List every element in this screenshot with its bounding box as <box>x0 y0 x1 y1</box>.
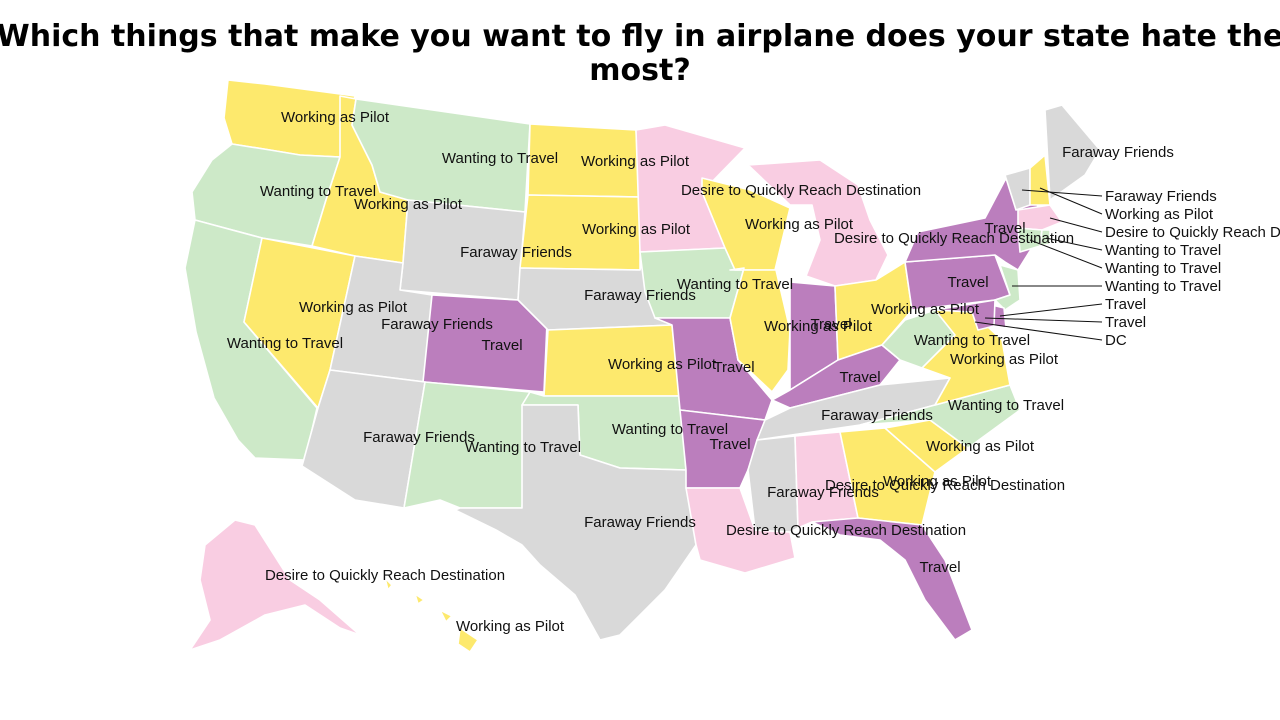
state-label-hi: Working as Pilot <box>456 618 565 635</box>
callout-line-md <box>984 317 1103 323</box>
map-title-line-2: most? <box>589 53 691 88</box>
map-title: Which things that make you want to fly i… <box>0 20 1280 88</box>
state-label-co: Travel <box>481 337 522 354</box>
state-label-mi: Desire to Quickly Reach Destination <box>834 230 1074 247</box>
callout-line-de <box>999 303 1103 317</box>
state-label-wy: Faraway Friends <box>460 244 572 261</box>
callout-label-de: Travel <box>1105 296 1146 313</box>
state-ga <box>839 427 936 526</box>
callout-line-dc <box>974 321 1103 341</box>
state-label-ny: Travel <box>984 220 1025 237</box>
state-ri <box>1039 229 1051 247</box>
state-hi <box>384 577 479 653</box>
state-ny <box>904 174 1041 271</box>
state-label-nd: Working as Pilot <box>581 153 690 170</box>
state-label-mn: Desire to Quickly Reach Destination <box>681 182 921 199</box>
callout-label-ma: Desire to Quickly Reach Destination <box>1105 224 1280 241</box>
state-label-il: Working as Pilot <box>764 318 873 335</box>
state-wy <box>399 199 526 301</box>
state-label-ms: Faraway Friends <box>767 484 879 501</box>
state-nh <box>1029 154 1051 206</box>
state-label-sc: Working as Pilot <box>926 438 1035 455</box>
state-label-ks: Working as Pilot <box>608 356 717 373</box>
state-label-ga: Working as Pilot <box>883 473 992 490</box>
state-shapes <box>184 79 1101 653</box>
state-label-oh: Working as Pilot <box>871 301 980 318</box>
state-label-tx: Faraway Friends <box>584 514 696 531</box>
state-label-ky: Travel <box>839 369 880 386</box>
state-il <box>729 267 791 393</box>
state-label-pa: Travel <box>947 274 988 291</box>
state-label-nc: Wanting to Travel <box>948 397 1064 414</box>
callout-label-md: Travel <box>1105 314 1146 331</box>
state-label-fl: Travel <box>919 559 960 576</box>
state-label-ia: Wanting to Travel <box>677 276 793 293</box>
state-label-wi: Working as Pilot <box>745 216 854 233</box>
state-label-mo: Travel <box>713 359 754 376</box>
state-label-me: Faraway Friends <box>1062 144 1174 161</box>
callout-label-ri: Wanting to Travel <box>1105 242 1221 259</box>
callout-label-nj: Wanting to Travel <box>1105 278 1221 295</box>
state-label-wa: Working as Pilot <box>281 109 390 126</box>
state-label-ok: Wanting to Travel <box>612 421 728 438</box>
callout-line-ma <box>1049 217 1103 233</box>
state-label-ak: Desire to Quickly Reach Destination <box>265 567 505 584</box>
state-label-in: Travel <box>810 316 851 333</box>
callout-label-dc: DC <box>1105 332 1127 349</box>
state-label-la: Desire to Quickly Reach Destination <box>726 522 966 539</box>
state-label-az: Faraway Friends <box>363 429 475 446</box>
callout-label-vt: Faraway Friends <box>1105 188 1217 205</box>
state-label-va: Working as Pilot <box>950 351 1059 368</box>
callout-label-nh: Working as Pilot <box>1105 206 1214 223</box>
state-me <box>1044 104 1101 201</box>
state-ak <box>189 519 361 651</box>
state-label-ut: Faraway Friends <box>381 316 493 333</box>
state-label-tn: Faraway Friends <box>821 407 933 424</box>
state-label-nv: Working as Pilot <box>299 299 408 316</box>
state-label-ar: Travel <box>709 436 750 453</box>
state-label-wv: Wanting to Travel <box>914 332 1030 349</box>
callout-leader-lines <box>974 187 1103 341</box>
map-title-line-1: Which things that make you want to fly i… <box>0 19 1280 54</box>
callout-line-ct <box>1029 239 1103 269</box>
state-tx <box>454 404 697 641</box>
callout-line-vt <box>1021 189 1103 197</box>
state-label-ca: Wanting to Travel <box>227 335 343 352</box>
state-co <box>422 294 549 393</box>
callout-line-ri <box>1045 237 1103 251</box>
state-label-id: Working as Pilot <box>354 196 463 213</box>
state-fl <box>811 517 973 641</box>
state-la <box>685 487 796 574</box>
callout-label-ct: Wanting to Travel <box>1105 260 1221 277</box>
state-label-al: Desire to Quickly Reach Destination <box>825 477 1065 494</box>
state-ma <box>1017 204 1063 231</box>
callout-line-nh <box>1039 187 1103 215</box>
state-label-mt: Wanting to Travel <box>442 150 558 167</box>
state-label-ne: Faraway Friends <box>584 287 696 304</box>
state-label-or: Wanting to Travel <box>260 183 376 200</box>
state-label-nm: Wanting to Travel <box>465 439 581 456</box>
state-label-sd: Working as Pilot <box>582 221 691 238</box>
